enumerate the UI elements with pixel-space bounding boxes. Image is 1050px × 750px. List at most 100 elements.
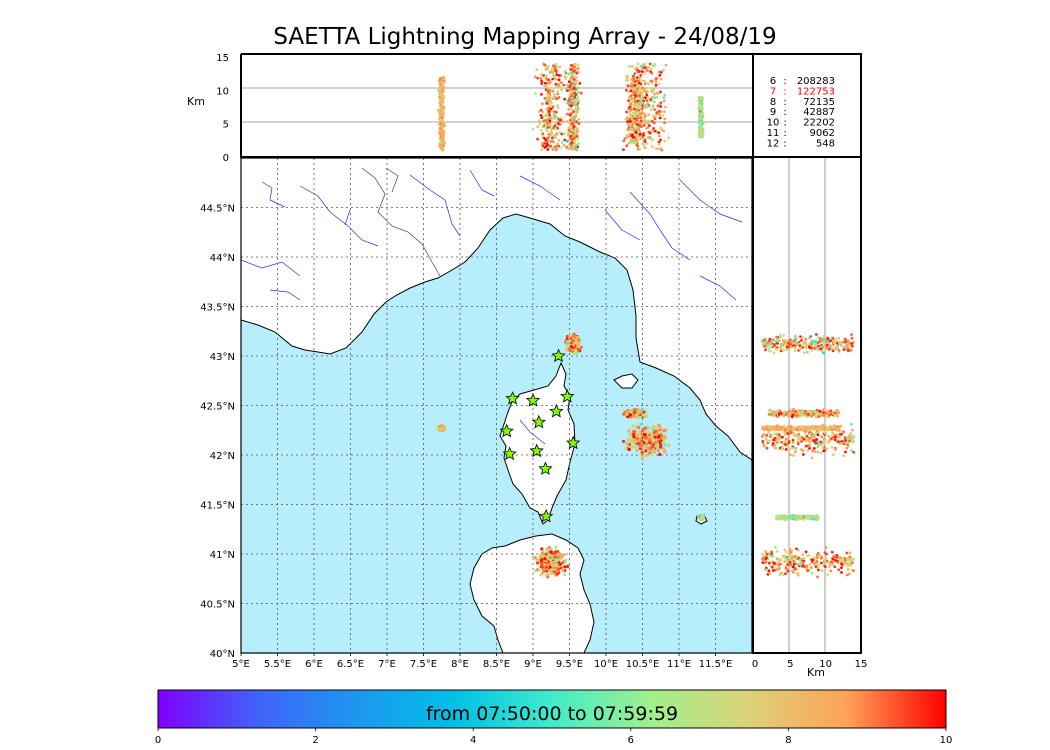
top-point [655,91,659,95]
map-point [569,345,573,349]
right-point [808,336,812,340]
right-point [824,546,828,549]
map-point [653,446,657,450]
right-point [802,411,806,415]
map-point [657,434,661,438]
top-point [659,126,663,130]
top-point [651,138,654,142]
right-point [833,438,837,442]
top-point [554,77,558,81]
right-point [816,433,820,437]
right-point [775,568,779,572]
right-point [820,561,823,565]
top-point [440,118,443,122]
right-point [796,516,799,519]
lma-station-marker [560,389,575,403]
right-point [824,565,827,568]
top-point [650,129,654,133]
top-point [545,85,549,89]
right-point [793,567,797,571]
top-point [649,79,653,83]
right-point [783,443,787,446]
right-x-tick-label: 15 [855,659,868,670]
top-point [563,70,567,73]
map-panel: 5°E 5.5°E 6°E 6.5°E 7°E 7.5°E 8°E 8.5°E 9°E 9.5°E… [200,157,753,670]
top-point [571,92,574,96]
top-point [544,145,548,148]
right-point [816,348,820,351]
right-point [851,428,854,432]
top-point [576,137,579,141]
right-point [846,564,849,568]
top-point [654,114,658,118]
right-point [825,346,828,349]
map-point [654,438,658,442]
top-point [570,107,574,111]
right-point [812,412,816,416]
map-point [632,435,636,439]
top-point [628,117,632,121]
right-point [834,435,837,439]
right-point [820,427,824,431]
right-point [795,547,798,551]
top-point [629,122,633,126]
top-point [629,94,633,98]
top-point [554,82,558,86]
top-point [572,145,575,149]
right-point [850,341,854,345]
top-point [650,145,654,149]
top-point [548,124,552,128]
top-point [560,88,563,92]
right-point [775,436,779,440]
map-point [565,565,570,569]
right-point [812,409,816,413]
right-point [828,426,831,430]
top-point [645,69,649,72]
top-point [663,139,667,143]
right-point [798,435,801,438]
map-point [627,429,631,433]
right-point [796,442,800,446]
top-point [542,125,545,128]
right-point [828,438,832,441]
right-point [782,414,785,417]
top-point [551,68,555,72]
right-point [773,444,777,447]
station-count-value: 122753 [797,86,835,97]
top-point [562,83,566,87]
right-point [790,346,793,349]
top-point [652,114,655,118]
top-source-points [437,62,705,152]
map-point [667,443,671,447]
right-point [788,412,792,415]
right-point [825,341,828,345]
map-point [649,450,653,454]
right-point [849,422,853,426]
top-point [442,132,445,136]
right-point [838,556,842,559]
top-point [654,80,658,84]
right-point [831,453,835,456]
map-x-tick-label: 5.5°E [264,659,291,670]
top-point [638,132,642,136]
top-point [558,146,562,150]
map-point [659,426,663,430]
top-point [547,109,551,113]
station-count-stations: 10 [767,118,780,129]
top-point [558,65,562,69]
map-point [561,569,565,573]
top-point [629,77,633,81]
top-point [639,137,643,141]
top-point [560,141,564,145]
map-point [635,444,639,448]
right-point [820,556,824,559]
top-point [630,64,634,68]
right-point [778,427,782,431]
top-point [662,99,666,103]
map-point [548,558,553,562]
top-point [654,147,658,150]
map-point [436,427,441,431]
top-point [573,142,577,146]
top-point [439,131,443,135]
right-point [801,448,805,452]
